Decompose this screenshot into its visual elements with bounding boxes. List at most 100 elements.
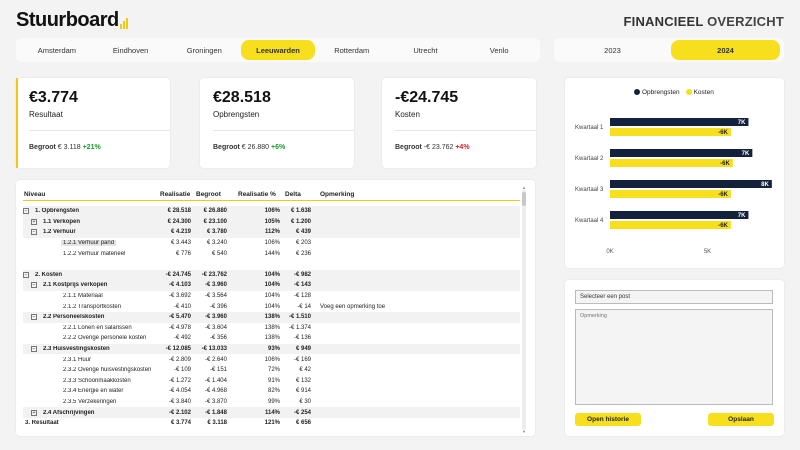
collapse-icon[interactable]: − [23,271,29,278]
table-row[interactable]: −2.2 Personeelskosten -€ 5.470 -€ 3.960 138… [23,311,520,323]
row-level-cell: +2.4 Afschrijvingen [23,409,157,416]
logo-text: Stuurboard [16,9,119,31]
collapse-icon[interactable]: − [31,314,37,321]
row-realisatie: -€ 109 [173,367,191,374]
table-row[interactable]: +2.4 Afschrijvingen -€ 2.102 -€ 1.848 114% -… [23,407,520,418]
scroll-down-icon[interactable]: ▼ [522,429,526,434]
table-row[interactable]: 2.3.3 Schoonmaakkosten -€ 1.272 -€ 1.404 91… [23,376,520,387]
table-row[interactable]: 1.2.1 Verhuur pand € 3.443 € 3.240 106% € 20… [23,238,520,249]
row-level-cell: 2.3.1 Huur [23,357,157,363]
row-level-cell: 2.3.3 Schoonmaakkosten [23,378,157,384]
row-name: 2.3.5 Verzekeringen [63,398,117,405]
legend-label: Opbrengsten [642,89,680,96]
row-level-cell: 2.3.2 Overige huisvestingskosten [23,367,157,373]
row-level-cell: −1.2 Verhuur [23,229,157,236]
row-name: 2.3.1 Huur [63,356,92,363]
table-row[interactable]: 2.1.1 Materiaal -€ 3.692 -€ 3.564 104% -€ 12… [23,291,520,302]
row-name: 2.3 Huisvestingskosten [43,346,110,353]
table-row[interactable]: 2.3.2 Overige huisvestingskosten -€ 109 -€… [23,365,520,376]
table-row[interactable]: −2.1 Kostprijs verkopen -€ 4.103 -€ 3.960 1… [23,280,520,291]
tab-city-leeuwarden[interactable]: Leeuwarden [241,40,315,60]
table-row[interactable]: 2.2.2 Overige personele kosten -€ 492 -€ 3… [23,333,520,344]
tab-city-groningen[interactable]: Groningen [186,45,222,55]
tab-city-amsterdam[interactable]: Amsterdam [37,45,77,55]
row-realisatie-pct: 91% [267,377,280,384]
row-realisatie: € 24.300 [167,218,191,225]
row-name: 2. Kosten [35,271,63,278]
row-delta: € 203 [295,240,311,247]
column-header-delta[interactable]: Delta [285,191,301,198]
page-title-bold: FINANCIEEL [623,14,704,29]
row-begroot: -€ 23.762 [201,271,227,278]
kpi-divider [395,130,536,131]
row-delta: -€ 254 [293,409,311,416]
row-begroot: -€ 396 [209,303,227,310]
row-level-cell: 2.2.1 Lonen en salarissen [23,325,157,331]
table-row[interactable]: 2.1.2 Transportkosten -€ 410 -€ 396 104% -€ … [23,301,520,312]
row-realisatie: € 28.518 [167,208,191,215]
table-row[interactable]: −1.2 Verhuur € 4.219 € 3.780 112% € 439 [23,227,520,238]
kpi-value: €3.774 [29,89,78,106]
collapse-icon[interactable]: − [31,229,37,236]
kpi-label: Kosten [395,110,420,119]
row-begroot: -€ 1.848 [204,409,227,416]
column-header-realisatie-pct[interactable]: Realisatie % [238,191,276,198]
tab-year-2023[interactable]: 2023 [604,45,621,55]
remark-textarea[interactable] [575,309,773,405]
scroll-up-icon[interactable]: ▲ [522,185,526,190]
scrollbar-thumb[interactable] [522,192,526,206]
table-row[interactable]: −1. Opbrengsten € 28.518 € 26.880 106% € 1.6… [23,206,520,217]
column-header-realisatie[interactable]: Realisatie [160,191,191,198]
remark-form: Selecteer een post Open historie Opslaan [565,280,784,436]
table-row[interactable]: 2.2.1 Lonen en salarissen -€ 4.978 -€ 3.60… [23,323,520,334]
expand-icon[interactable]: + [31,218,37,225]
row-realisatie-pct: 82% [267,388,280,395]
legend-swatch-icon [634,89,640,96]
logo-bars-icon [119,18,128,29]
post-select[interactable]: Selecteer een post [575,290,773,304]
tab-year-2024[interactable]: 2024 [671,40,780,60]
table-row[interactable]: 1.2.2 Verhuur materieel € 776 € 540 144% € 2… [23,248,520,259]
row-delta: -€ 169 [293,356,311,363]
row-begroot: -€ 3.564 [204,293,227,300]
row-realisatie: -€ 492 [173,335,191,342]
tab-city-rotterdam[interactable]: Rotterdam [334,45,370,55]
row-level-cell: −2.3 Huisvestingskosten [23,346,157,353]
table-row[interactable]: 3. Resultaat € 3.774 € 3.118 121% € 656 [23,418,520,429]
x-tick-label: 0K [606,249,613,255]
row-realisatie: -€ 2.102 [168,409,191,416]
tab-city-venlo[interactable]: Venlo [489,45,509,55]
row-begroot: € 3.118 [207,420,227,427]
column-header-niveau[interactable]: Niveau [24,191,46,198]
table-row[interactable]: −2.3 Huisvestingskosten -€ 12.085 -€ 13.03… [23,343,520,355]
row-opmerking[interactable]: Voeg een opmerking toe [320,303,386,310]
row-begroot: € 23.100 [203,218,227,225]
table-row[interactable]: −2. Kosten -€ 24.745 -€ 23.762 104% -€ 982 [23,269,520,281]
data-label: -6K [718,192,728,198]
row-delta: -€ 14 [297,303,311,310]
row-delta: € 1.200 [290,218,311,225]
collapse-icon[interactable]: − [31,282,37,289]
tab-city-utrecht[interactable]: Utrecht [413,45,438,55]
row-begroot: -€ 2.640 [204,356,227,363]
open-history-button[interactable]: Open historie [575,413,641,426]
table-row[interactable]: +1.1 Verkopen € 24.300 € 23.100 105% € 1.200 [23,216,520,228]
bar-opbrengsten-q2 [610,149,753,157]
column-header-opmerking[interactable]: Opmerking [320,191,355,198]
collapse-icon[interactable]: − [31,346,37,353]
column-header-begroot[interactable]: Begroot [196,191,221,198]
matrix-scrollbar[interactable] [522,190,526,430]
save-button[interactable]: Opslaan [708,413,774,426]
expand-icon[interactable]: + [31,409,37,416]
legend-item-opbrengsten: Opbrengsten [634,89,680,96]
row-begroot: -€ 1.404 [204,377,227,384]
row-realisatie-pct: 104% [264,282,280,289]
kpi-budget-value: € 3.118 [57,144,81,151]
kpi-card-resultaat: €3.774 Resultaat Begroot € 3.118 +21% [16,78,170,168]
collapse-icon[interactable]: − [23,208,29,215]
tab-city-eindhoven[interactable]: Eindhoven [112,45,149,55]
table-row[interactable]: 2.3.1 Huur -€ 2.809 -€ 2.640 106% -€ 169 [23,354,520,365]
row-name: 2.3.2 Overige huisvestingskosten [63,367,152,374]
table-row[interactable]: 2.3.4 Energie en water -€ 4.054 -€ 4.968 82… [23,386,520,397]
table-row[interactable]: 2.3.5 Verzekeringen -€ 3.840 -€ 3.870 99% € … [23,397,520,408]
